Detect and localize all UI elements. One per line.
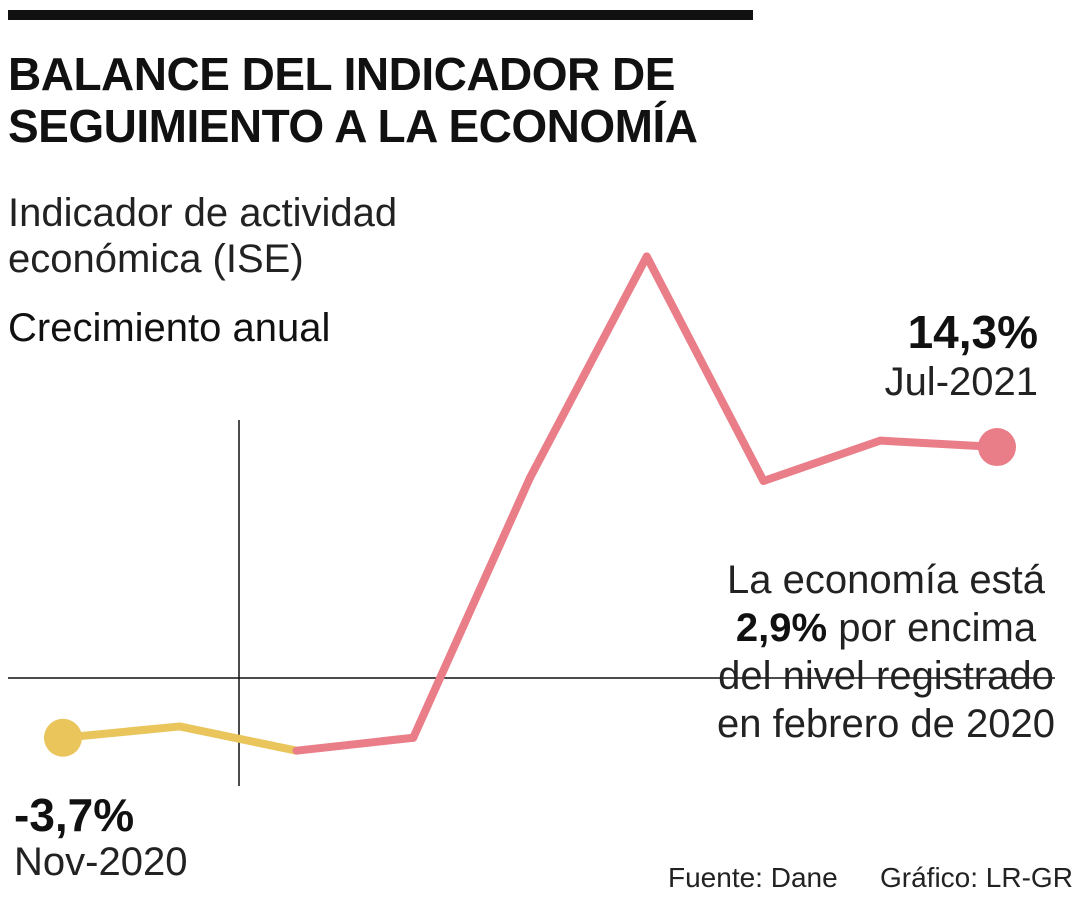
line-segment [759,436,885,485]
credit-label: Gráfico: LR-GR [880,862,1073,893]
line-segment [175,722,301,755]
last-value-label: 14,3% [907,306,1038,358]
chart-subtitle: Indicador de actividad económica (ISE) [8,191,398,281]
note-text: por encima del nivel registrado en febre… [716,606,1056,746]
line-segment [876,436,1001,452]
first-point [44,718,82,757]
last-point [978,428,1016,467]
y-axis-label: Crecimiento anual [8,306,331,350]
source-label: Fuente: Dane [668,862,838,893]
note-text: La economía está [727,558,1045,602]
first-date-label: Nov-2020 [14,840,188,884]
line-segment [642,252,768,485]
annotation-note: La economía está 2,9% por encima del niv… [712,556,1060,748]
top-rule [8,10,753,20]
last-date-label: Jul-2021 [884,360,1038,404]
note-highlight: 2,9% [735,606,828,650]
line-segment [59,722,184,742]
line-segment [526,252,651,482]
first-value-label: -3,7% [14,789,135,841]
line-segment [409,473,534,742]
line-segment [292,733,418,755]
chart-title: BALANCE DEL INDICADOR DE SEGUIMIENTO A L… [8,48,698,152]
